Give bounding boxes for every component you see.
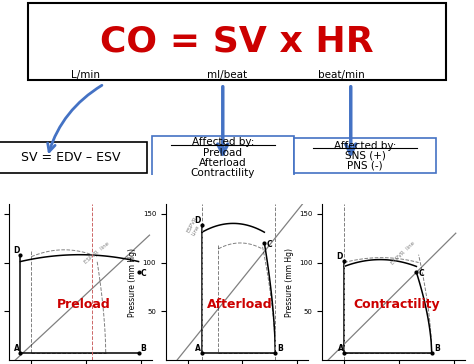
Text: Affected by:: Affected by:	[334, 141, 396, 151]
Text: D: D	[337, 252, 343, 261]
FancyBboxPatch shape	[28, 4, 446, 80]
Text: A: A	[337, 344, 344, 353]
Text: C: C	[419, 269, 424, 278]
Text: C: C	[141, 269, 146, 278]
Text: L/min: L/min	[71, 70, 100, 80]
Text: CO = SV x HR: CO = SV x HR	[100, 25, 374, 59]
Text: PNS (-): PNS (-)	[347, 161, 383, 171]
Text: D: D	[194, 217, 201, 225]
Text: ESPVR  line: ESPVR line	[390, 241, 416, 266]
Text: C: C	[266, 240, 272, 249]
Text: Contractility: Contractility	[353, 297, 439, 310]
FancyBboxPatch shape	[294, 138, 436, 173]
Text: B: B	[277, 344, 283, 353]
Text: Affected by:: Affected by:	[191, 137, 254, 147]
Text: Afterload: Afterload	[207, 297, 273, 310]
Text: Afterload: Afterload	[199, 158, 246, 168]
Text: Preload: Preload	[56, 297, 110, 310]
Y-axis label: Pressure (mm Hg): Pressure (mm Hg)	[284, 248, 293, 317]
Text: A: A	[195, 344, 201, 353]
Text: B: B	[141, 344, 146, 353]
Text: SV = EDV – ESV: SV = EDV – ESV	[21, 151, 121, 164]
FancyBboxPatch shape	[152, 136, 294, 182]
Text: ml/beat: ml/beat	[208, 70, 247, 80]
Text: D: D	[13, 246, 19, 255]
Text: A: A	[14, 344, 20, 353]
Text: SNS (+): SNS (+)	[345, 150, 385, 161]
Text: Contractility: Contractility	[191, 168, 255, 178]
Y-axis label: Pressure (mm Hg): Pressure (mm Hg)	[128, 248, 137, 317]
Text: Preload: Preload	[203, 148, 242, 158]
Text: B: B	[434, 344, 440, 353]
Text: ESPVR  line: ESPVR line	[84, 241, 111, 265]
FancyBboxPatch shape	[0, 142, 147, 173]
Text: ESPVR
Line: ESPVR Line	[186, 215, 203, 236]
Text: beat/min: beat/min	[318, 70, 365, 80]
